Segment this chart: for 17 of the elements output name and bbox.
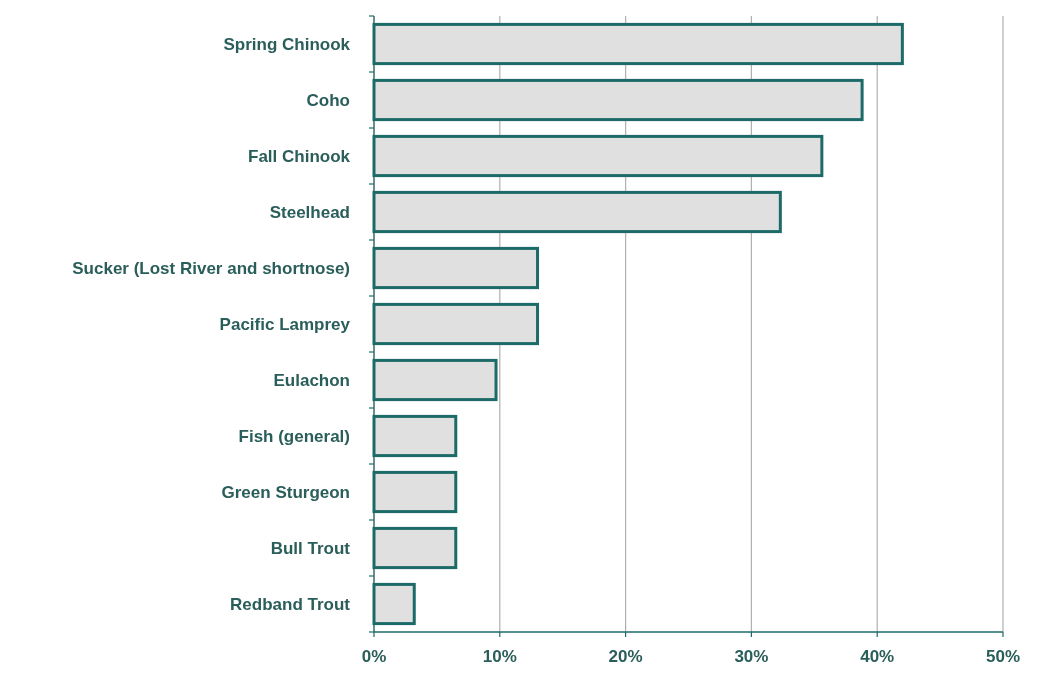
y-tick-label: Steelhead xyxy=(269,202,350,222)
x-tick-label: 20% xyxy=(608,647,643,666)
x-tick-label: 50% xyxy=(985,647,1021,666)
y-tick-label: Pacific Lamprey xyxy=(219,314,351,334)
x-tick-label: 0% xyxy=(361,647,387,666)
y-tick-label: Fall Chinook xyxy=(248,146,351,166)
y-tick-label: Bull Trout xyxy=(270,538,351,558)
y-tick-label: Spring Chinook xyxy=(223,34,351,54)
y-tick-label: Fish (general) xyxy=(238,426,350,446)
y-tick-label: Coho xyxy=(306,90,350,110)
x-tick-label: 40% xyxy=(860,647,895,666)
x-tick-label: 30% xyxy=(734,647,769,666)
y-tick-label: Sucker (Lost River and shortnose) xyxy=(72,258,350,278)
y-tick-label: Eulachon xyxy=(273,370,350,390)
y-tick-label: Green Sturgeon xyxy=(221,482,350,502)
y-tick-label: Redband Trout xyxy=(230,594,351,614)
x-tick-label: 10% xyxy=(482,647,517,666)
